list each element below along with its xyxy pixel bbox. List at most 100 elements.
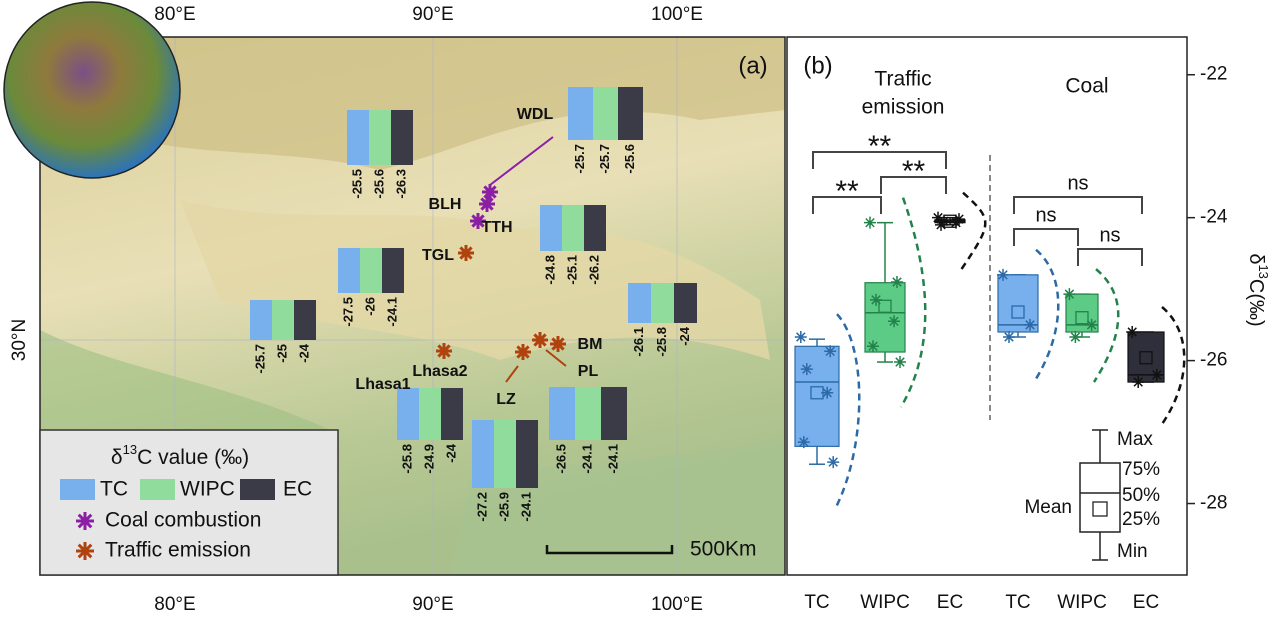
glyph-value: -26.1 bbox=[631, 327, 646, 357]
data-point bbox=[824, 345, 837, 358]
y-axis-label-part: C(‰) bbox=[1245, 279, 1267, 327]
glyph-value: -25.9 bbox=[496, 492, 511, 522]
x-tick-label: TC bbox=[1005, 592, 1030, 613]
x-tick-label: TC bbox=[804, 592, 829, 613]
mean bbox=[878, 299, 892, 313]
glyph-value: -26.5 bbox=[553, 444, 568, 474]
key-mean bbox=[1092, 501, 1108, 517]
site-label: Lhasa1 bbox=[355, 376, 410, 393]
box bbox=[794, 345, 840, 447]
significance-bracket bbox=[1013, 228, 1079, 246]
lon-tick-label: 90°E bbox=[412, 4, 453, 25]
glyph-bar bbox=[441, 388, 463, 440]
legend-label: Coal combustion bbox=[105, 509, 261, 532]
data-point bbox=[1085, 318, 1098, 331]
x-tick-label: EC bbox=[937, 592, 963, 613]
data-point bbox=[950, 216, 962, 229]
density-curve bbox=[1032, 248, 1060, 383]
box bbox=[864, 282, 906, 353]
data-point bbox=[1132, 376, 1145, 389]
site-marker bbox=[470, 213, 486, 229]
y-axis-label-part: 13 bbox=[1256, 264, 1271, 278]
density-curve bbox=[1158, 306, 1186, 428]
data-point bbox=[1150, 368, 1163, 381]
glyph-value: -27.2 bbox=[474, 492, 489, 522]
box-panel: (b) -22 -24 -26 -28 δ13C(‰) Traffic emission Co… bbox=[786, 36, 1271, 613]
glyph-value: -25.7 bbox=[597, 144, 612, 174]
site-marker bbox=[482, 184, 498, 200]
legend-label: EC bbox=[283, 478, 312, 501]
legend-label: WIPC bbox=[180, 478, 235, 501]
site-label: WDL bbox=[517, 106, 554, 123]
y-tick-label: -24 bbox=[1200, 207, 1228, 228]
glyph-value: -24 bbox=[296, 343, 311, 363]
glyph-bar bbox=[562, 205, 584, 251]
lon-tick-label: 100°E bbox=[651, 4, 703, 25]
data-point bbox=[935, 218, 947, 231]
data-point bbox=[1003, 331, 1015, 344]
glyph-value: -24.8 bbox=[542, 255, 557, 285]
x-tick-label: WIPC bbox=[860, 592, 910, 613]
lat-tick-label: 30°N bbox=[9, 319, 30, 361]
site-marker bbox=[458, 245, 474, 261]
density-curve bbox=[899, 197, 927, 408]
globe-inset bbox=[3, 1, 181, 179]
data-point bbox=[932, 211, 944, 224]
mean bbox=[1011, 305, 1025, 319]
key-label: Max bbox=[1117, 429, 1153, 450]
significance-label: ** bbox=[902, 155, 926, 188]
y-axis-label: δ13C(‰) bbox=[1245, 253, 1271, 326]
legend-title-part: δ bbox=[111, 446, 123, 469]
lon-tick-label: 80°E bbox=[154, 4, 195, 25]
glyph-bar bbox=[568, 87, 593, 140]
glyph-bar bbox=[584, 205, 606, 251]
significance-bracket bbox=[812, 151, 947, 169]
site-marker bbox=[532, 332, 548, 348]
significance-label: ** bbox=[868, 130, 892, 163]
data-point bbox=[997, 268, 1009, 281]
site-label: BLH bbox=[429, 196, 462, 213]
panel-label: (a) bbox=[738, 52, 767, 79]
glyph-bar bbox=[338, 248, 360, 293]
glyph-value: -24.1 bbox=[605, 444, 620, 474]
data-point bbox=[891, 275, 903, 288]
glyph-value: -26.2 bbox=[586, 255, 601, 285]
glyph-value: -25 bbox=[274, 344, 289, 363]
site-arrow bbox=[545, 349, 567, 367]
terrain-north bbox=[40, 37, 785, 170]
density-curve bbox=[1092, 268, 1120, 383]
glyph-value: -25.8 bbox=[399, 444, 414, 474]
density-curve bbox=[959, 191, 987, 271]
legend-title: δ13C value (‰) bbox=[111, 442, 249, 468]
y-axis-label-part: δ bbox=[1245, 253, 1267, 264]
key-label: Mean bbox=[1024, 497, 1072, 518]
mean bbox=[1075, 311, 1089, 325]
key-box bbox=[1079, 462, 1121, 533]
data-point bbox=[867, 340, 879, 353]
data-point bbox=[1024, 318, 1036, 331]
glyph-bar bbox=[250, 300, 272, 340]
legend-swatch bbox=[240, 479, 275, 500]
glyph-bar bbox=[593, 87, 618, 140]
glyph-bar bbox=[382, 248, 404, 293]
site-label: LZ bbox=[496, 391, 516, 408]
data-point bbox=[827, 456, 840, 469]
data-point bbox=[821, 386, 834, 399]
y-tick-label: -28 bbox=[1200, 493, 1227, 514]
glyph-value: -25.6 bbox=[622, 144, 637, 174]
significance-bracket bbox=[1077, 248, 1143, 266]
site-marker bbox=[436, 343, 452, 359]
map-panel: (a) 80°E 90°E 100°E 80°E 90°E 100°E 30°N… bbox=[3, 1, 786, 615]
key-label: Min bbox=[1117, 541, 1148, 562]
scale-line bbox=[545, 545, 674, 555]
glyph-bar bbox=[397, 388, 419, 440]
glyph-bar bbox=[419, 388, 441, 440]
legend-marker bbox=[76, 512, 94, 530]
lon-tick-label: 100°E bbox=[651, 594, 703, 615]
x-tick-label: WIPC bbox=[1057, 592, 1107, 613]
glyph-value: -24.1 bbox=[384, 297, 399, 327]
site-marker bbox=[550, 336, 566, 352]
glyph-value: -24.9 bbox=[421, 444, 436, 474]
glyph-bar bbox=[272, 300, 294, 340]
glyph-value: -25.1 bbox=[564, 255, 579, 285]
